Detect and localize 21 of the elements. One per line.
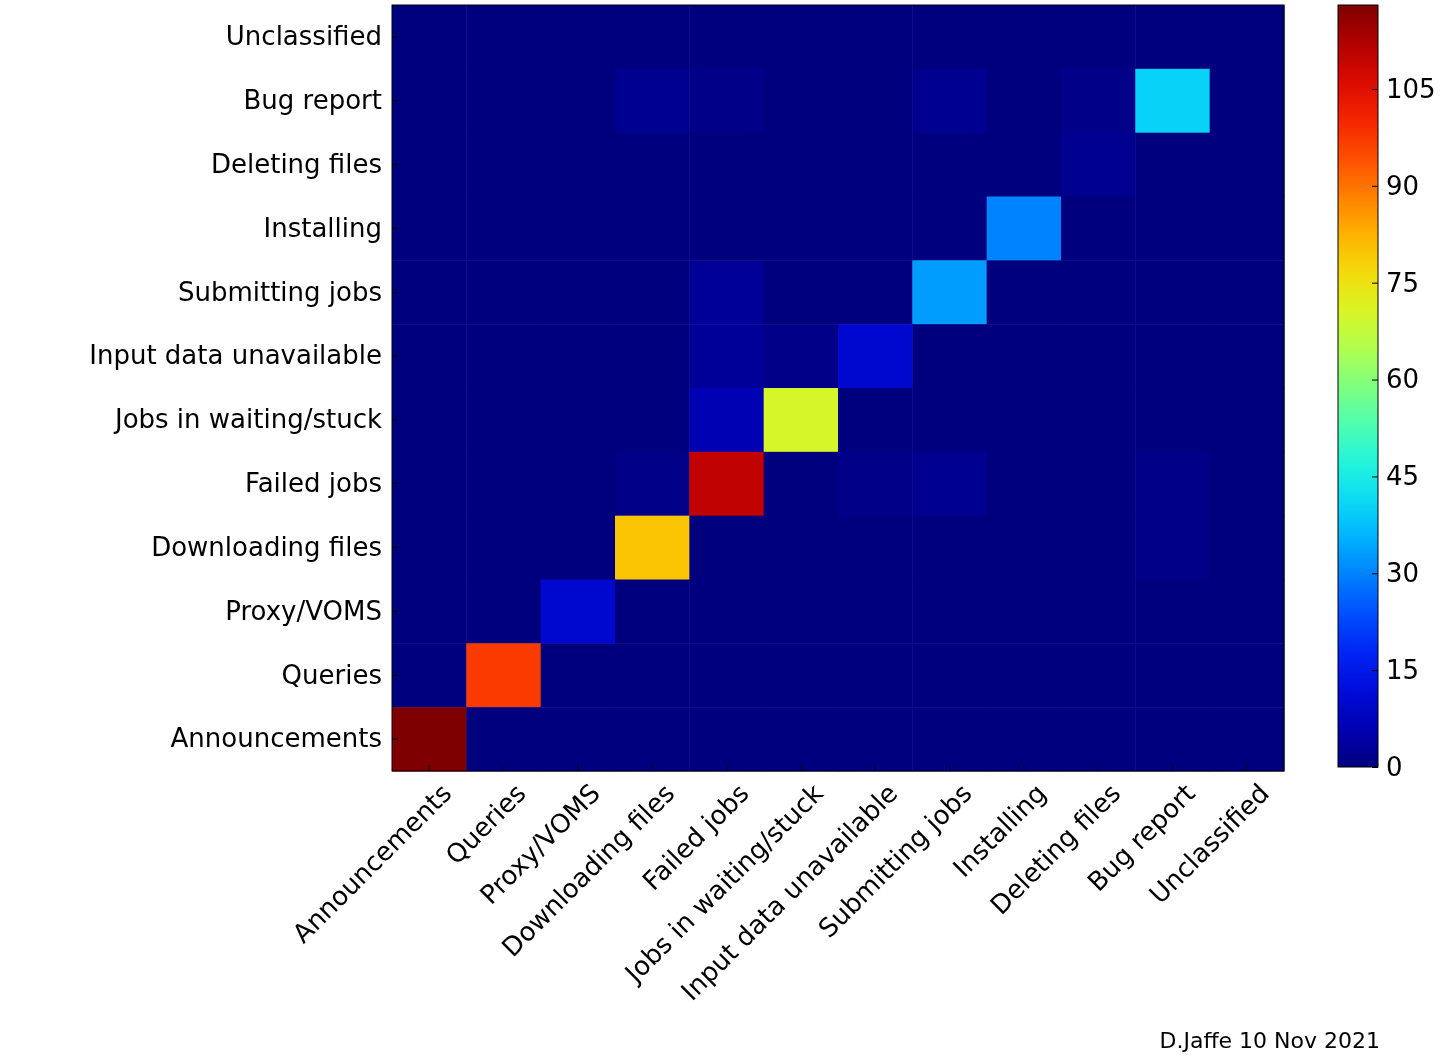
- y-tick-label: Failed jobs: [245, 468, 382, 499]
- color-bar-label: 45: [1386, 461, 1420, 492]
- y-tick-label: Installing: [263, 212, 382, 243]
- y-tick-label: Submitting jobs: [177, 276, 382, 307]
- y-tick-label: Proxy/VOMS: [225, 595, 382, 626]
- color-bar-label: 15: [1386, 654, 1420, 685]
- color-bar-label: 30: [1386, 558, 1420, 589]
- y-tick-label: Announcements: [170, 723, 382, 754]
- y-tick-label: Bug report: [243, 85, 382, 116]
- y-tick-label: Queries: [281, 659, 382, 690]
- text: D.Jaffe 10 Nov 2021: [1159, 1028, 1380, 1053]
- y-tick-label: Input data unavailable: [89, 340, 382, 371]
- y-tick-label: Deleting files: [210, 148, 382, 179]
- color-bar-label: 0: [1386, 751, 1403, 782]
- color-bar-label: 60: [1386, 364, 1420, 395]
- y-tick-label: Downloading files: [151, 531, 382, 562]
- y-tick-label: Unclassified: [225, 21, 382, 52]
- color-bar-label: 75: [1386, 267, 1420, 298]
- color-bar-label: 105: [1386, 73, 1436, 104]
- y-tick-label: Jobs in waiting/stuck: [112, 404, 382, 435]
- color-bar-label: 90: [1386, 170, 1420, 201]
